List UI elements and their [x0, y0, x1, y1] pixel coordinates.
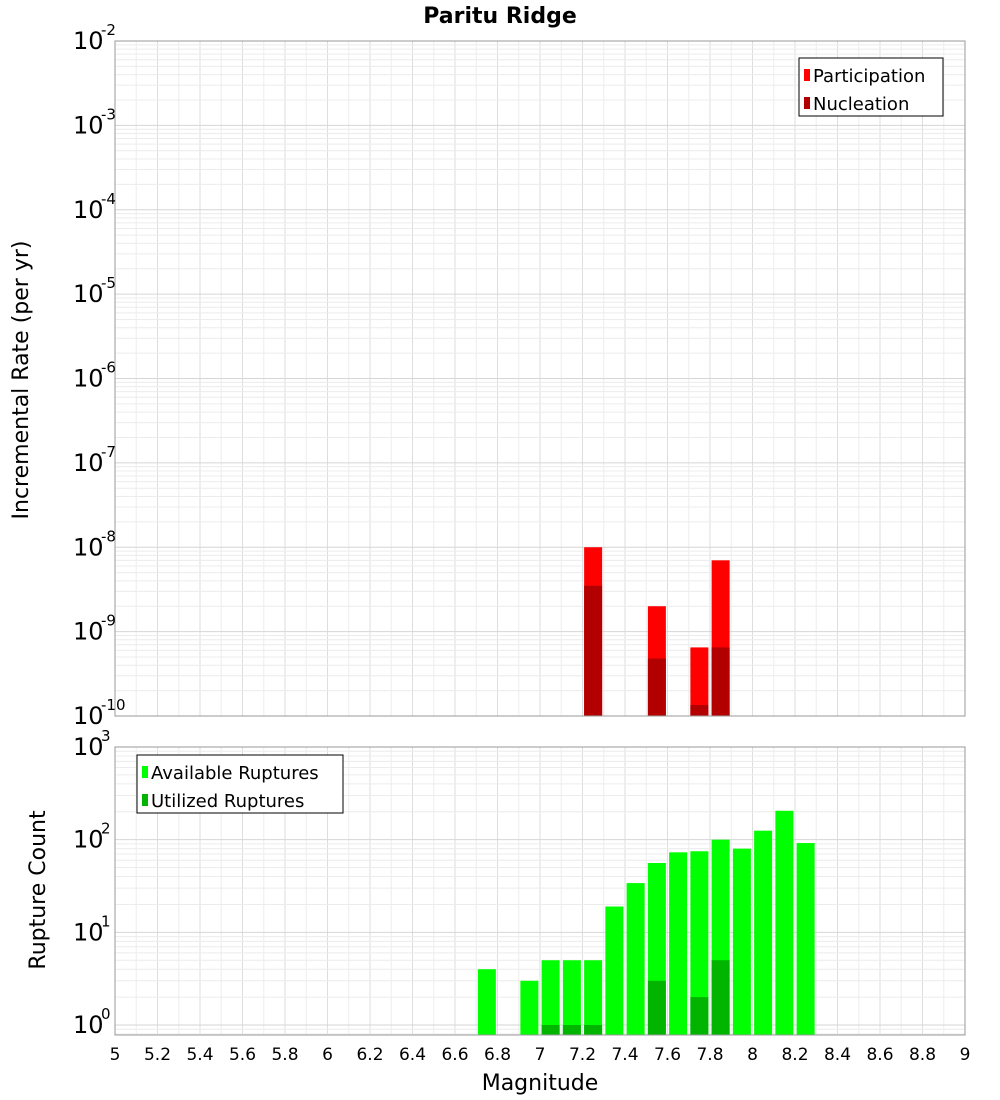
y-tick-label: 10	[73, 27, 104, 55]
bar-utilized-ruptures	[541, 1025, 560, 1035]
y-tick-exponent: 2	[101, 820, 111, 838]
x-tick-label: 5.4	[186, 1045, 213, 1065]
bar-nucleation	[647, 658, 666, 716]
bar-utilized-ruptures	[584, 1025, 603, 1035]
x-tick-label: 6.4	[399, 1045, 426, 1065]
x-tick-label: 5.2	[144, 1045, 171, 1065]
legend-swatch	[142, 794, 148, 806]
incremental-rate-panel: 10-210-310-410-510-610-710-810-910-10Par…	[73, 21, 966, 730]
bar-nucleation	[711, 647, 730, 716]
legend-swatch	[804, 69, 810, 81]
bar-utilized-ruptures	[647, 980, 666, 1035]
plot-frame	[114, 40, 966, 717]
bar-nucleation	[584, 585, 603, 716]
bar-available-ruptures	[775, 810, 794, 1035]
y-tick-label: 10	[73, 918, 104, 946]
x-tick-label: 8.6	[866, 1045, 893, 1065]
legend-label: Available Ruptures	[151, 763, 319, 784]
series-nucleation	[584, 585, 730, 716]
legend-label: Utilized Ruptures	[151, 791, 304, 812]
y-tick-exponent: -9	[101, 612, 116, 630]
y-tick-label: 10	[73, 111, 104, 139]
x-tick-label: 8.4	[824, 1045, 851, 1065]
x-tick-label: 7.4	[611, 1045, 638, 1065]
y-tick-label: 10	[73, 196, 104, 224]
chart-title: Paritu Ridge	[423, 4, 577, 29]
plot-frame	[114, 746, 966, 1036]
magnitude-axis-title: Magnitude	[482, 1071, 599, 1096]
bar-nucleation	[690, 705, 709, 716]
x-tick-label: 6.6	[441, 1045, 468, 1065]
legend-label: Nucleation	[813, 94, 909, 115]
x-tick-label: 8	[747, 1045, 758, 1065]
y-tick-label: 10	[73, 533, 104, 561]
bar-available-ruptures	[732, 848, 751, 1035]
x-tick-label: 7.8	[696, 1045, 723, 1065]
grid-lines	[114, 40, 966, 717]
x-tick-label: 5.6	[229, 1045, 256, 1065]
y-tick-exponent: -2	[101, 21, 116, 39]
x-tick-label: 5.8	[271, 1045, 298, 1065]
y-tick-exponent: 1	[101, 912, 111, 930]
bar-available-ruptures	[626, 883, 645, 1035]
bar-available-ruptures	[562, 960, 581, 1035]
y-tick-label: 10	[73, 1011, 104, 1039]
legend-box	[798, 57, 944, 117]
x-tick-label: 7.2	[569, 1045, 596, 1065]
bar-available-ruptures	[690, 851, 709, 1035]
y-tick-label: 10	[73, 702, 104, 730]
x-tick-label: 9	[960, 1045, 971, 1065]
y-tick-exponent: 3	[101, 727, 111, 745]
x-tick-label: 7	[535, 1045, 546, 1065]
y-tick-label: 10	[73, 733, 104, 761]
bar-available-ruptures	[584, 960, 603, 1035]
y-tick-exponent: -8	[101, 527, 116, 545]
magnitude-tick-labels: 5 5.2 5.4 5.6 5.8 6 6.2 6.4 6.6 6.8 7 7.2 7.4 7.6 7.8 8…	[110, 1045, 971, 1065]
y-tick-exponent: -4	[101, 190, 116, 208]
bar-available-ruptures	[605, 906, 624, 1035]
y-tick-label: 10	[73, 449, 104, 477]
y-tick-label: 10	[73, 618, 104, 646]
legend-box	[136, 754, 344, 814]
legend-swatch	[804, 97, 810, 109]
x-tick-label: 6	[322, 1045, 333, 1065]
bar-available-ruptures	[541, 960, 560, 1035]
y-tick-label: 10	[73, 365, 104, 393]
y-tick-labels: 10-210-310-410-510-610-710-810-910-10	[73, 21, 126, 730]
series-utilized-ruptures	[541, 960, 730, 1035]
x-tick-label: 6.8	[484, 1045, 511, 1065]
bar-available-ruptures	[520, 980, 539, 1035]
y-tick-exponent: -5	[101, 274, 116, 292]
bar-utilized-ruptures	[690, 997, 709, 1035]
legend: Available Ruptures Utilized Ruptures	[136, 754, 344, 814]
legend-label: Participation	[813, 66, 925, 87]
bar-utilized-ruptures	[562, 1025, 581, 1035]
bar-utilized-ruptures	[711, 960, 730, 1035]
y-tick-label: 10	[73, 280, 104, 308]
bar-available-ruptures	[669, 852, 688, 1035]
y-tick-exponent: -6	[101, 359, 116, 377]
x-tick-label: 8.2	[781, 1045, 808, 1065]
x-tick-label: 8.8	[909, 1045, 936, 1065]
rupture-count-axis-title: Rupture Count	[26, 810, 51, 970]
y-tick-exponent: -10	[101, 696, 126, 714]
y-tick-label: 10	[73, 826, 104, 854]
incremental-rate-axis-title: Incremental Rate (per yr)	[9, 241, 34, 520]
y-tick-exponent: 0	[101, 1005, 111, 1023]
bar-available-ruptures	[477, 969, 496, 1035]
bar-available-ruptures	[754, 830, 773, 1035]
bar-available-ruptures	[796, 843, 815, 1035]
legend-swatch	[142, 766, 148, 778]
y-tick-exponent: -7	[101, 443, 116, 461]
bar-participation	[690, 647, 709, 716]
x-tick-label: 7.6	[654, 1045, 681, 1065]
x-tick-label: 6.2	[356, 1045, 383, 1065]
x-tick-label: 5	[110, 1045, 121, 1065]
y-tick-exponent: -3	[101, 105, 116, 123]
legend: Participation Nucleation	[798, 57, 944, 117]
